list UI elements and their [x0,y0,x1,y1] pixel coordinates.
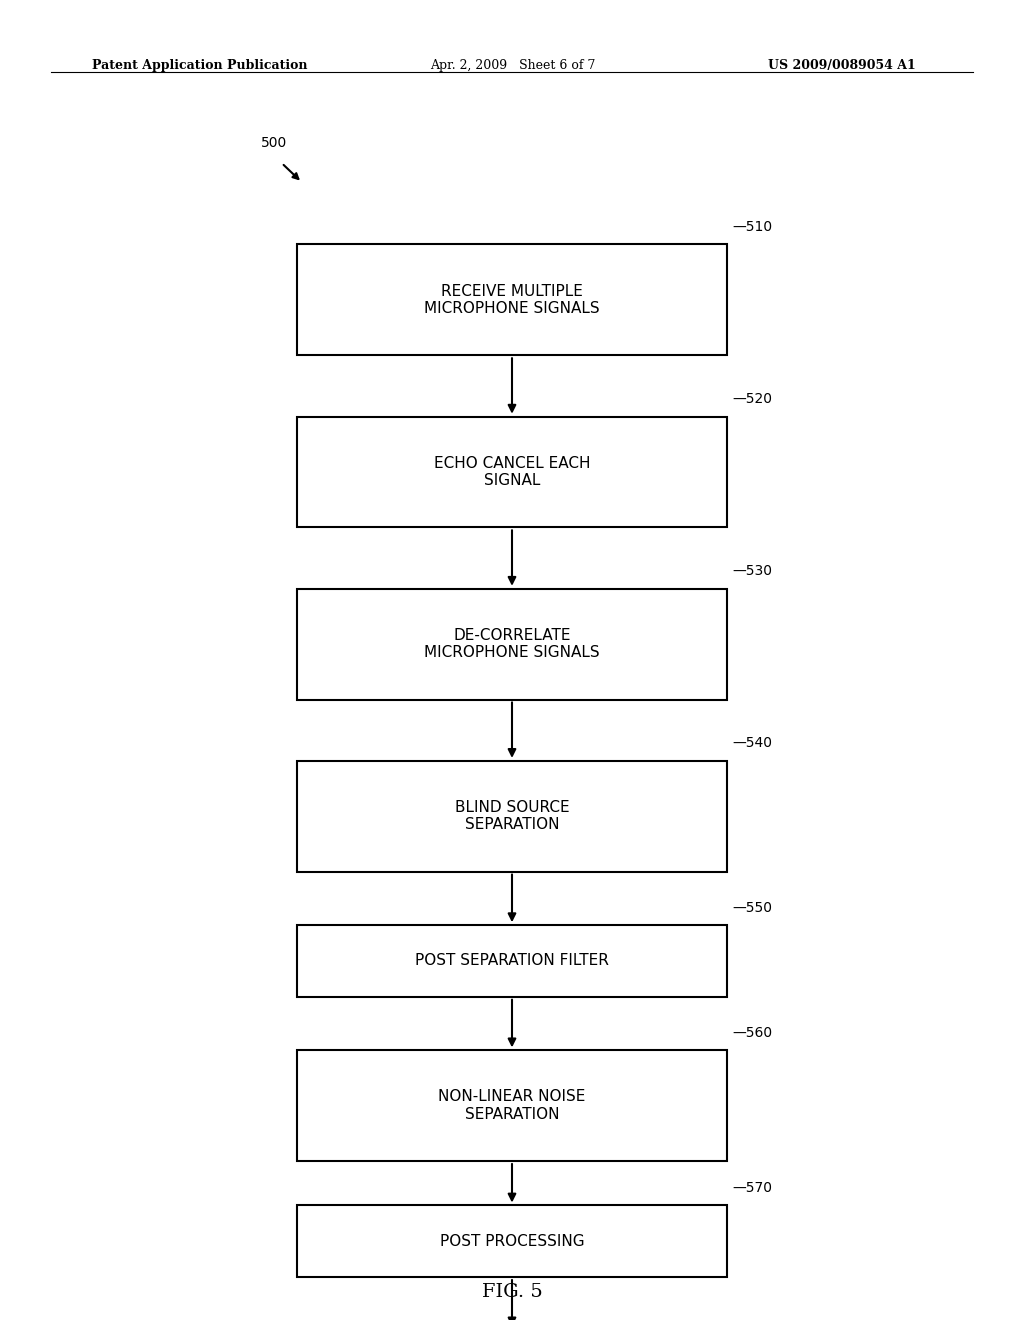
Text: 500: 500 [261,136,288,150]
Text: RECEIVE MULTIPLE
MICROPHONE SIGNALS: RECEIVE MULTIPLE MICROPHONE SIGNALS [424,284,600,315]
FancyBboxPatch shape [297,1051,727,1162]
FancyBboxPatch shape [297,589,727,700]
Text: Apr. 2, 2009   Sheet 6 of 7: Apr. 2, 2009 Sheet 6 of 7 [430,58,595,71]
Text: —540: —540 [732,737,772,750]
Text: DE-CORRELATE
MICROPHONE SIGNALS: DE-CORRELATE MICROPHONE SIGNALS [424,628,600,660]
Text: NON-LINEAR NOISE
SEPARATION: NON-LINEAR NOISE SEPARATION [438,1089,586,1122]
FancyBboxPatch shape [297,925,727,997]
Text: —510: —510 [732,220,772,234]
Text: FIG. 5: FIG. 5 [481,1283,543,1302]
Text: POST SEPARATION FILTER: POST SEPARATION FILTER [415,953,609,969]
Text: —570: —570 [732,1181,772,1195]
Text: US 2009/0089054 A1: US 2009/0089054 A1 [768,58,915,71]
Text: —530: —530 [732,564,772,578]
Text: BLIND SOURCE
SEPARATION: BLIND SOURCE SEPARATION [455,800,569,833]
FancyBboxPatch shape [297,244,727,355]
Text: ECHO CANCEL EACH
SIGNAL: ECHO CANCEL EACH SIGNAL [434,455,590,488]
FancyBboxPatch shape [297,417,727,528]
Text: Patent Application Publication: Patent Application Publication [92,58,307,71]
FancyBboxPatch shape [297,1205,727,1278]
Text: —550: —550 [732,900,772,915]
Text: —560: —560 [732,1026,772,1040]
FancyBboxPatch shape [297,760,727,871]
Text: —520: —520 [732,392,772,407]
Text: POST PROCESSING: POST PROCESSING [439,1234,585,1249]
